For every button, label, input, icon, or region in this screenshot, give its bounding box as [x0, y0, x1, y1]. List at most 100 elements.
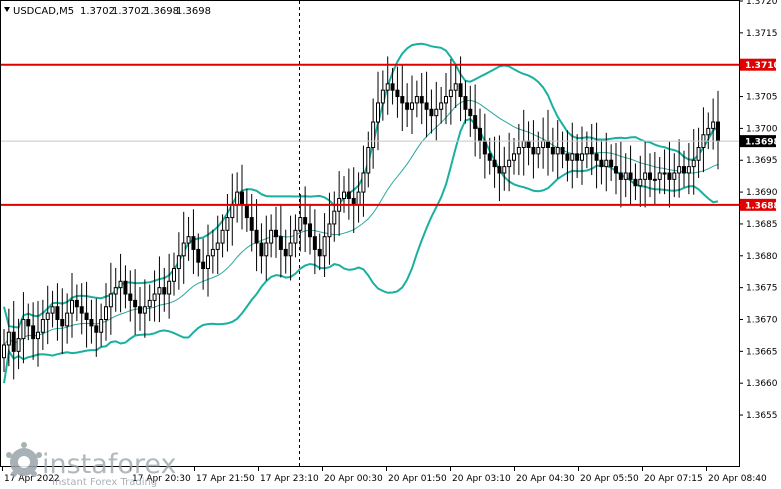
- candle-bull: [2, 344, 6, 359]
- candle-bull: [623, 172, 628, 180]
- bollinger-bands: [3, 42, 719, 384]
- chart-header: USDCAD,M5 1.3702 1.3702 1.3698 1.3698: [4, 6, 211, 17]
- candle-bear: [526, 140, 531, 149]
- candle-bull: [327, 223, 332, 238]
- candle-bear: [424, 102, 429, 110]
- candle-bull: [147, 299, 152, 308]
- candle-bull: [385, 83, 390, 91]
- candle-bull: [380, 89, 385, 104]
- time-tick-label: 20 Apr 01:50: [388, 474, 447, 484]
- candle-bull: [167, 280, 172, 295]
- candle-bear: [60, 318, 65, 327]
- candle-bear: [201, 261, 206, 270]
- candle-bear: [274, 229, 278, 238]
- candle-bear: [11, 331, 16, 352]
- time-axis: 17 Apr 2022 17 Apr 20:30 17 Apr 21:50 17 Ap…: [2, 466, 767, 484]
- candle-bear: [487, 153, 492, 161]
- candle-bear: [478, 127, 482, 142]
- level-price-tag: [740, 198, 776, 211]
- candle-bear: [560, 147, 565, 155]
- candle-bear: [546, 140, 550, 149]
- instaforex-logo-icon: [6, 442, 42, 477]
- candle-bull: [230, 204, 235, 219]
- ohlc-low: 1.3698: [144, 6, 179, 17]
- candle-bear: [84, 312, 89, 320]
- candle-bull: [643, 172, 648, 180]
- candle-bull: [711, 121, 716, 129]
- price-tick-label: 1.3675: [746, 284, 778, 294]
- candle-bear: [138, 306, 142, 314]
- time-tick-label: 17 Apr 23:10: [260, 474, 319, 484]
- candle-bull: [215, 242, 220, 250]
- candle-bear: [254, 229, 259, 244]
- candle-bull: [16, 338, 21, 352]
- candle-bear: [429, 108, 434, 117]
- symbol-label: USDCAD,M5: [13, 6, 74, 17]
- candle-bull: [444, 96, 448, 104]
- candle-bull: [516, 147, 521, 155]
- candle-bull: [70, 299, 74, 314]
- candle-bear: [196, 248, 201, 263]
- candle-bear: [468, 108, 473, 117]
- candle-bull: [555, 147, 560, 155]
- level-price-label: 1.3688: [745, 201, 780, 211]
- current-price-tag: [740, 135, 776, 148]
- candle-bull: [210, 248, 215, 257]
- candle-bear: [249, 217, 254, 231]
- candle-bull: [410, 102, 414, 110]
- candle-bear: [716, 121, 720, 142]
- candle-bear: [312, 236, 317, 250]
- candle-bull: [269, 229, 274, 244]
- candle-bull: [361, 172, 366, 193]
- candle-bear: [618, 172, 623, 180]
- price-tick-label: 1.3660: [746, 379, 778, 389]
- candle-bear: [405, 102, 410, 110]
- middle-band-line: [3, 99, 719, 346]
- time-tick-label: 20 Apr 03:10: [452, 474, 511, 484]
- candle-bull: [99, 318, 104, 333]
- candle-bull: [706, 127, 711, 136]
- candle-bull: [40, 318, 45, 333]
- candle-bull: [638, 178, 643, 187]
- candle-bear: [633, 178, 638, 187]
- level-price-tag: [740, 58, 776, 71]
- lower-band-line: [3, 117, 719, 384]
- candle-bear: [244, 204, 249, 219]
- candle-bull: [50, 306, 55, 314]
- candle-bear: [303, 217, 308, 225]
- candle-bear: [419, 96, 424, 104]
- candle-bear: [259, 242, 264, 257]
- ohlc-high: 1.3702: [112, 6, 147, 17]
- candle-bear: [89, 318, 94, 327]
- candle-bull: [521, 140, 526, 149]
- candle-bull: [686, 166, 691, 174]
- price-tick-label: 1.3720: [746, 0, 778, 7]
- candle-bull: [21, 318, 26, 340]
- candle-bull: [235, 191, 240, 206]
- candle-bull: [172, 268, 176, 282]
- time-tick-label: 17 Apr 2022: [4, 474, 60, 484]
- candle-bear: [94, 325, 99, 333]
- candle-bull: [6, 331, 11, 346]
- price-tick-label: 1.3665: [746, 347, 778, 357]
- candle-bull: [118, 280, 123, 289]
- plot-area: [0, 0, 740, 467]
- price-tick-label: 1.3700: [746, 124, 778, 134]
- candle-bull: [186, 236, 191, 244]
- candle-bull: [220, 229, 225, 244]
- candle-bear: [648, 172, 652, 180]
- candle-bear: [26, 318, 31, 327]
- collapse-triangle-icon[interactable]: [4, 7, 10, 12]
- price-tick-label: 1.3680: [746, 252, 778, 262]
- candle-bull: [157, 287, 162, 295]
- watermark-tagline: Instant Forex Trading: [52, 477, 157, 488]
- candle-bull: [507, 159, 512, 168]
- candle-bear: [531, 147, 536, 155]
- time-tick-label: 17 Apr 21:50: [196, 474, 255, 484]
- time-tick-label: 20 Apr 04:30: [516, 474, 575, 484]
- price-tick-label: 1.3685: [746, 220, 778, 230]
- current-price-label: 1.3698: [745, 138, 780, 148]
- candle-bear: [191, 236, 196, 250]
- candle-bear: [594, 153, 599, 161]
